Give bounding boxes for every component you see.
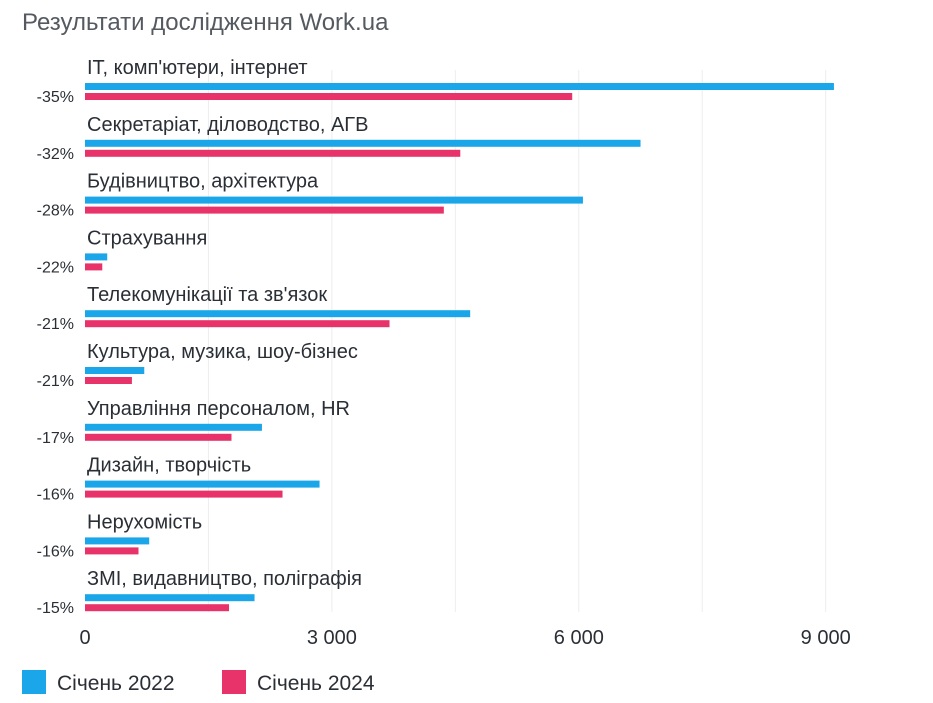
category-label: Дизайн, творчість [87,455,251,477]
category-label: IT, комп'ютери, інтернет [87,57,308,79]
x-axis: 0 3 000 6 000 9 000 [79,627,850,649]
category-label: Страхування [87,227,207,249]
legend-swatch [22,670,46,694]
change-label: -22% [37,259,74,276]
legend-swatch [222,670,246,694]
chart-title: Результати дослідження Work.ua [22,9,389,36]
bar-2024 [85,433,232,441]
x-tick-label: 3 000 [307,627,357,649]
change-label: -16% [37,543,74,560]
bar-2024 [85,547,139,555]
bar-2022 [85,310,471,318]
legend-label: Січень 2022 [57,672,175,695]
bar-2022 [85,480,320,488]
legend: Січень 2022 Січень 2024 [22,670,375,695]
change-label: -21% [37,316,74,333]
bar-2024 [85,263,103,271]
bar-2024 [85,604,230,612]
category-label: ЗМІ, видавництво, поліграфія [87,568,362,590]
bar-2022 [85,83,834,90]
category-label: Нерухомість [87,511,202,533]
bar-2024 [85,206,444,214]
grid-layer [207,70,827,612]
category-label: Телекомунікації та зв'язок [87,284,327,306]
category-label: Секретаріат, діловодство, АГВ [87,114,368,136]
category-label: Управління персоналом, HR [87,398,350,420]
bar-2022 [85,139,641,147]
bar-2022 [85,367,145,374]
bar-2022 [85,196,583,204]
bar-2024 [85,320,390,328]
change-label: -32% [37,146,74,163]
bar-2024 [85,490,283,498]
bar-2022 [85,537,150,545]
x-tick-label: 0 [79,627,90,649]
bar-2022 [85,594,255,602]
bar-2024 [85,93,573,100]
change-label: -16% [37,487,74,504]
x-tick-label: 6 000 [554,627,604,649]
legend-label: Січень 2024 [257,672,375,695]
bar-2022 [85,423,262,431]
bar-2022 [85,253,108,261]
change-label: -17% [37,430,74,447]
category-label: Будівництво, архітектура [87,171,319,193]
bar-2024 [85,377,132,384]
x-tick-label: 9 000 [801,627,851,649]
category-label: Культура, музика, шоу-бізнес [87,341,358,363]
change-label: -21% [37,373,74,390]
change-label: -28% [37,203,74,220]
change-label: -15% [37,600,74,617]
change-label: -35% [37,89,74,106]
bar-2024 [85,149,461,157]
labels-layer: IT, комп'ютери, інтернет -35% Секретаріат,… [37,57,369,617]
bars-layer [85,83,834,612]
